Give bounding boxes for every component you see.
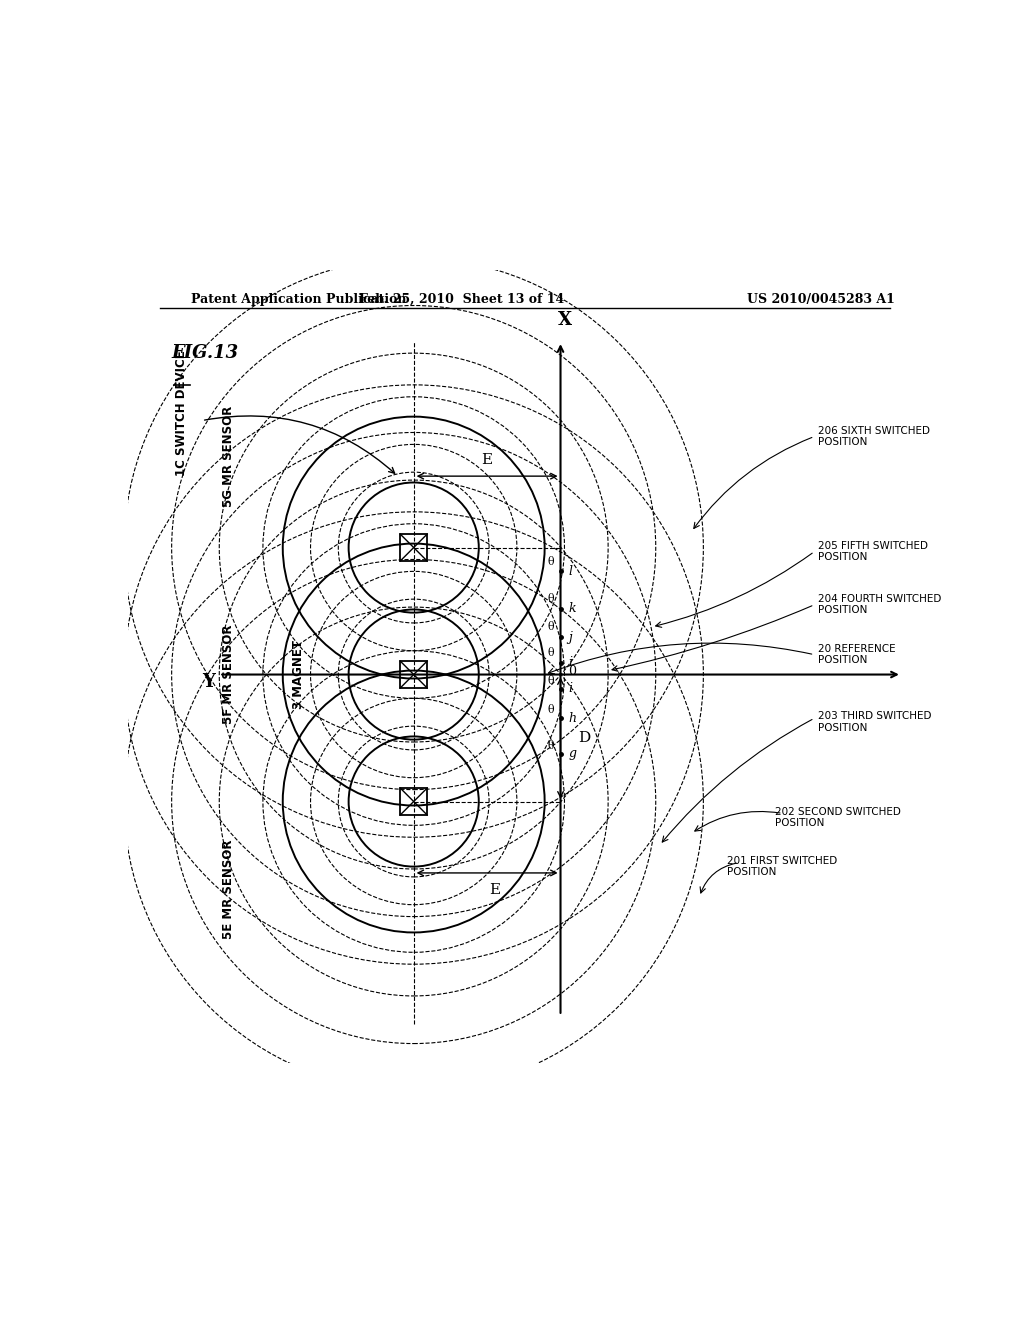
- Text: 0: 0: [568, 665, 577, 678]
- Text: i: i: [568, 682, 572, 696]
- Text: US 2010/0045283 A1: US 2010/0045283 A1: [748, 293, 895, 306]
- Text: θ: θ: [548, 648, 554, 657]
- Text: E: E: [481, 453, 493, 466]
- Text: 202 SECOND SWITCHED
POSITION: 202 SECOND SWITCHED POSITION: [775, 807, 901, 828]
- Text: 204 FOURTH SWITCHED
POSITION: 204 FOURTH SWITCHED POSITION: [818, 594, 942, 615]
- Text: 206 SIXTH SWITCHED
POSITION: 206 SIXTH SWITCHED POSITION: [818, 425, 931, 447]
- Text: k: k: [568, 602, 577, 615]
- Text: h: h: [568, 711, 577, 725]
- Bar: [400, 661, 427, 688]
- Text: 3 MAGNET: 3 MAGNET: [292, 640, 305, 709]
- Text: θ: θ: [548, 705, 554, 715]
- Text: Y: Y: [203, 673, 215, 692]
- Text: l: l: [568, 565, 572, 578]
- Text: 20 REFERENCE
POSITION: 20 REFERENCE POSITION: [818, 644, 896, 665]
- Text: 205 FIFTH SWITCHED
POSITION: 205 FIFTH SWITCHED POSITION: [818, 541, 929, 562]
- Text: E: E: [489, 883, 501, 898]
- Text: D: D: [578, 731, 590, 744]
- Bar: [400, 788, 427, 814]
- Text: FIG.13: FIG.13: [172, 345, 239, 362]
- Text: Feb. 25, 2010  Sheet 13 of 14: Feb. 25, 2010 Sheet 13 of 14: [358, 293, 564, 306]
- Text: j: j: [568, 631, 572, 644]
- Text: θ: θ: [548, 594, 554, 605]
- Text: θ: θ: [548, 676, 554, 685]
- Text: X: X: [557, 312, 571, 329]
- Text: 5F MR SENSOR: 5F MR SENSOR: [222, 624, 236, 725]
- Text: 5G MR SENSOR: 5G MR SENSOR: [222, 405, 236, 507]
- Text: 203 THIRD SWITCHED
POSITION: 203 THIRD SWITCHED POSITION: [818, 711, 932, 733]
- Text: 201 FIRST SWITCHED
POSITION: 201 FIRST SWITCHED POSITION: [727, 855, 838, 878]
- Text: i: i: [568, 656, 572, 669]
- Text: 5E MR SENSOR: 5E MR SENSOR: [222, 840, 236, 939]
- Text: Patent Application Publication: Patent Application Publication: [191, 293, 407, 306]
- Bar: [400, 535, 427, 561]
- Text: θ: θ: [548, 623, 554, 632]
- Text: θ: θ: [548, 557, 554, 566]
- Text: g: g: [568, 747, 577, 760]
- Text: 1C SWITCH DEVICE: 1C SWITCH DEVICE: [175, 350, 188, 475]
- Text: θ: θ: [548, 741, 554, 751]
